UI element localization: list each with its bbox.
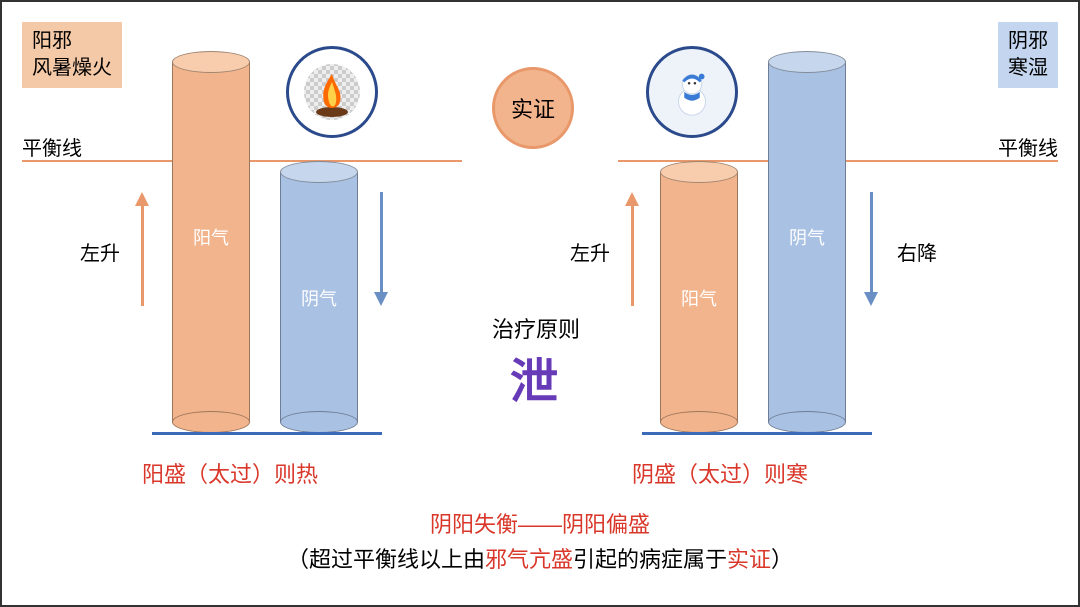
footer-post: ）	[771, 547, 793, 572]
yin-evil-box: 阴邪 寒湿	[998, 22, 1058, 88]
yang-evil-line1: 阳邪	[32, 28, 112, 55]
left-yang-label: 阳气	[173, 224, 249, 250]
yang-evil-box: 阳邪 风暑燥火	[22, 22, 122, 88]
left-yang-cylinder: 阳气	[172, 62, 250, 422]
yin-evil-line2: 寒湿	[1008, 55, 1048, 82]
right-yin-label: 阴气	[769, 224, 845, 250]
cylinder-top	[768, 51, 846, 73]
arrow-up-stem-1	[141, 206, 144, 306]
left-yin-cylinder: 阴气	[280, 172, 358, 422]
footer: 阴阳失衡——阴阳偏盛 （超过平衡线以上由邪气亢盛引起的病症属于实证）	[2, 507, 1078, 577]
cylinder-bottom	[172, 411, 250, 433]
cylinder-top	[172, 51, 250, 73]
fire-icon	[286, 46, 378, 138]
footer-em1: 邪气亢盛	[485, 547, 573, 572]
center-badge-text: 实证	[511, 92, 555, 124]
arrow-up-stem-2	[631, 206, 634, 306]
snowman-icon	[646, 46, 738, 138]
principle-char: 泄	[510, 342, 558, 412]
right-ground-line	[642, 432, 872, 435]
right-yang-label: 阳气	[661, 285, 737, 311]
footer-line2: （超过平衡线以上由邪气亢盛引起的病症属于实证）	[2, 542, 1078, 577]
footer-line1: 阴阳失衡——阴阳偏盛	[2, 507, 1078, 542]
arrow-up-head-2	[625, 192, 639, 206]
yang-evil-line2: 风暑燥火	[32, 55, 112, 82]
arrow-down-stem-1	[380, 192, 383, 292]
left-ground-line	[152, 432, 382, 435]
right-yang-cylinder: 阳气	[660, 172, 738, 422]
center-badge: 实证	[492, 67, 574, 149]
footer-em2: 实证	[727, 547, 771, 572]
right-yin-cylinder: 阴气	[768, 62, 846, 422]
baseline-label-left: 平衡线	[22, 132, 82, 161]
footer-pre: （超过平衡线以上由	[287, 547, 485, 572]
footer-mid: 引起的病症属于	[573, 547, 727, 572]
left-up-label-2: 左升	[570, 237, 610, 266]
snowman-svg	[663, 63, 721, 121]
principle-label: 治疗原则	[492, 312, 580, 344]
right-caption: 阴盛（太过）则寒	[632, 457, 808, 489]
arrow-down-head-2	[864, 292, 878, 306]
diagram-canvas: 阳邪 风暑燥火 阴邪 寒湿 平衡线 平衡线 阳气 阴气 阳气 阴气 左升 左升	[0, 0, 1080, 607]
left-up-label-1: 左升	[80, 237, 120, 266]
cylinder-bottom	[280, 411, 358, 433]
yin-evil-line1: 阴邪	[1008, 28, 1048, 55]
arrow-up-head-1	[135, 192, 149, 206]
left-caption: 阳盛（太过）则热	[142, 457, 318, 489]
left-yin-label: 阴气	[281, 285, 357, 311]
cylinder-bottom	[768, 411, 846, 433]
cylinder-top	[280, 161, 358, 183]
arrow-down-stem-2	[870, 192, 873, 292]
cylinder-top	[660, 161, 738, 183]
right-down-label: 右降	[897, 237, 937, 266]
baseline-label-right: 平衡线	[998, 132, 1058, 161]
cylinder-bottom	[660, 411, 738, 433]
fire-svg	[302, 62, 362, 122]
arrow-down-head-1	[374, 292, 388, 306]
